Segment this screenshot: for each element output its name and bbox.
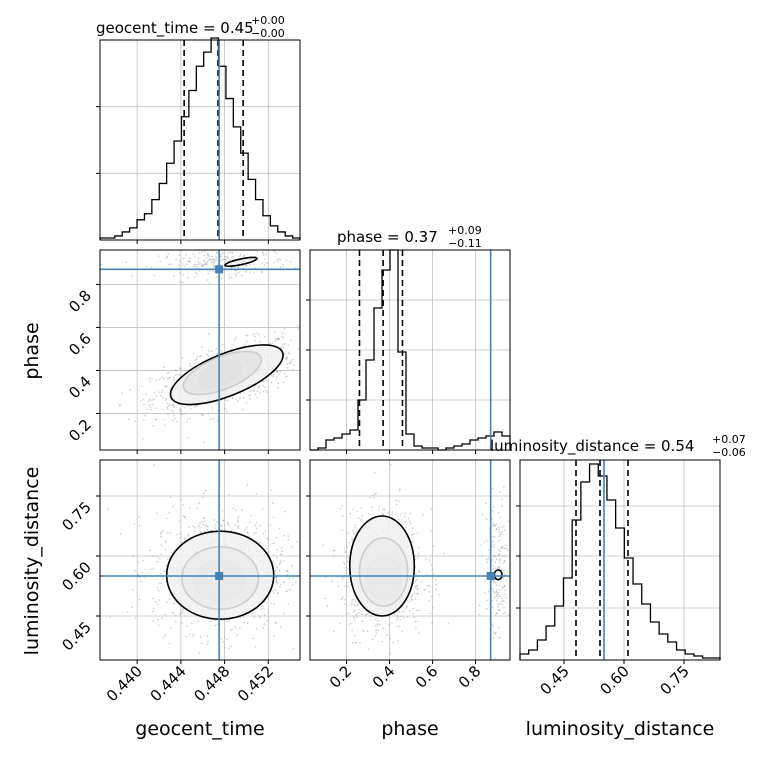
truth-marker: [215, 572, 224, 580]
panel-geocent-time-phase: 0.2 0.4 0.6 0.8: [65, 249, 301, 454]
tick-label-phase: 0.6: [412, 662, 442, 692]
ticks-phase-hist: [306, 299, 477, 454]
tick-label-phase: 0.6: [65, 330, 95, 360]
tick-label-phase: 0.2: [65, 416, 95, 446]
marks-phase-hist: [310, 249, 511, 451]
panel-phase-luminosity-distance: 0.2 0.4 0.6 0.8: [306, 459, 511, 692]
contour-outer: [348, 515, 416, 617]
marks-geocent-time-hist: [99, 37, 301, 240]
title-geocent-time: geocent_time = 0.45: [96, 19, 254, 38]
tick-label-luminosity-distance: 0.45: [536, 662, 572, 698]
tick-label-phase: 0.4: [65, 373, 95, 403]
frame-luminosity-distance-hist: [519, 459, 721, 661]
tick-label-geocent-time: 0.444: [147, 662, 190, 705]
tick-label-geocent-time: 0.448: [190, 662, 233, 705]
xlabel-luminosity-distance: luminosity_distance: [526, 718, 715, 740]
ylabel-phase: phase: [21, 322, 43, 379]
title-luminosity-distance: luminosity_distance = 0.54: [490, 437, 694, 456]
truth-geocent-time-luminosity-distance: [100, 460, 300, 660]
grid-luminosity-distance-hist: [520, 460, 720, 660]
title-luminosity-distance-sup: +0.07: [712, 433, 746, 446]
truth-phase-luminosity-distance: [310, 460, 510, 660]
tick-label-phase: 0.4: [369, 662, 399, 692]
title-phase-base: phase = 0.37: [337, 228, 438, 246]
title-geocent-time-sub: −0.00: [251, 27, 285, 40]
ylabel-luminosity-distance: luminosity_distance: [21, 467, 43, 656]
histogram-step-geocent-time: [99, 37, 301, 240]
title-phase-sub: −0.11: [448, 237, 482, 250]
frame-geocent-time-luminosity-distance: [99, 459, 301, 661]
truth-marker: [215, 265, 224, 274]
tick-label-phase: 0.8: [455, 662, 485, 692]
tick-label-luminosity-distance: 0.60: [58, 558, 94, 594]
contours-geocent-time-phase: [169, 256, 284, 406]
tick-label-luminosity-distance: 0.45: [58, 618, 94, 654]
tick-label-geocent-time: 0.452: [234, 662, 277, 705]
tick-label-luminosity-distance: 0.75: [656, 662, 692, 698]
contours-phase-luminosity-distance: [348, 515, 503, 617]
panel-geocent-time-hist: geocent_time = 0.45 +0.00 −0.00: [96, 14, 301, 244]
tick-label-phase: 0.8: [65, 287, 95, 317]
title-phase-sup: +0.09: [448, 224, 482, 237]
contour-outer: [493, 569, 503, 581]
panel-phase-hist: phase = 0.37 +0.09 −0.11: [306, 224, 511, 454]
ticks-geocent-time-hist: [96, 106, 269, 244]
frame-geocent-time-hist: [99, 39, 301, 241]
tick-label-geocent-time: 0.440: [103, 662, 146, 705]
tick-label-luminosity-distance: 0.75: [58, 498, 94, 534]
grid-phase-hist: [310, 250, 510, 450]
panel-luminosity-distance-hist: 0.45 0.60 0.75 luminosity_distance = 0.54 …: [490, 433, 746, 698]
title-phase: phase = 0.37: [337, 228, 438, 246]
xlabel-phase: phase: [381, 718, 438, 740]
truth-marker: [486, 572, 495, 580]
title-luminosity-distance-base: luminosity_distance = 0.54: [490, 437, 694, 456]
grid-geocent-time-hist: [100, 40, 300, 240]
truth-geocent-time-phase: [100, 250, 300, 450]
frame-geocent-time-phase: [99, 249, 301, 451]
panel-geocent-time-luminosity-distance: 0.440 0.444 0.448 0.452 0.45 0.60 0.75: [58, 459, 301, 705]
frame-phase-luminosity-distance: [309, 459, 511, 661]
xlabel-geocent-time: geocent_time: [135, 718, 264, 740]
grid-geocent-time-phase: [100, 250, 300, 450]
title-geocent-time-base: geocent_time = 0.45: [96, 19, 254, 38]
contour-outer: [224, 256, 258, 267]
marks-luminosity-distance-hist: [519, 460, 721, 660]
title-luminosity-distance-sub: −0.06: [712, 446, 746, 459]
tick-label-phase: 0.2: [326, 662, 356, 692]
histogram-step-phase: [310, 249, 511, 451]
title-geocent-time-sup: +0.00: [251, 14, 285, 27]
histogram-step-luminosity-distance: [519, 463, 721, 660]
tick-label-luminosity-distance: 0.60: [596, 662, 632, 698]
